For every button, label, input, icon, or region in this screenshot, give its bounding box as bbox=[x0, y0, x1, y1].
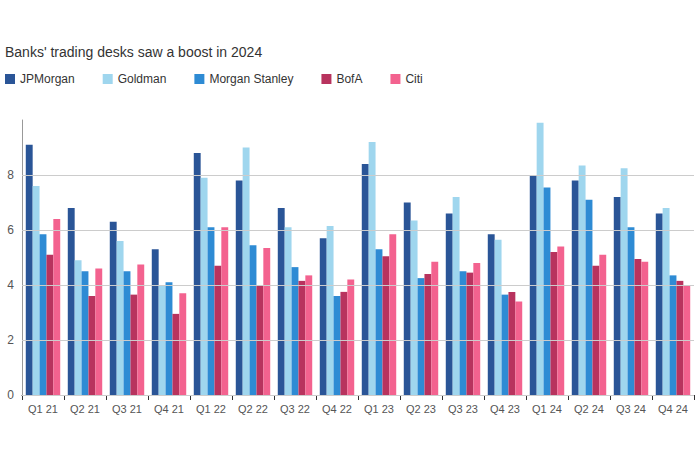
svg-text:Q2 23: Q2 23 bbox=[406, 403, 436, 415]
svg-text:Goldman: Goldman bbox=[118, 72, 167, 86]
svg-text:Q4 21: Q4 21 bbox=[154, 403, 184, 415]
svg-text:Q2 22: Q2 22 bbox=[238, 403, 268, 415]
svg-text:Q3 24: Q3 24 bbox=[616, 403, 646, 415]
svg-text:2: 2 bbox=[7, 333, 14, 347]
svg-text:Q4 24: Q4 24 bbox=[658, 403, 688, 415]
svg-text:Banks' trading desks saw a boo: Banks' trading desks saw a boost in 2024 bbox=[5, 44, 262, 60]
svg-text:Q1 21: Q1 21 bbox=[28, 403, 58, 415]
svg-text:Morgan Stanley: Morgan Stanley bbox=[209, 72, 293, 86]
svg-text:4: 4 bbox=[7, 278, 14, 292]
svg-text:Q1 24: Q1 24 bbox=[532, 403, 562, 415]
svg-text:Citi: Citi bbox=[405, 72, 422, 86]
svg-text:Q2 24: Q2 24 bbox=[574, 403, 604, 415]
svg-text:Q4 22: Q4 22 bbox=[322, 403, 352, 415]
svg-text:Q3 23: Q3 23 bbox=[448, 403, 478, 415]
svg-text:Q3 21: Q3 21 bbox=[112, 403, 142, 415]
svg-text:0: 0 bbox=[7, 388, 14, 402]
svg-text:JPMorgan: JPMorgan bbox=[20, 72, 75, 86]
svg-text:Q3 22: Q3 22 bbox=[280, 403, 310, 415]
svg-text:Q1 23: Q1 23 bbox=[364, 403, 394, 415]
svg-text:8: 8 bbox=[7, 168, 14, 182]
svg-text:Q2 21: Q2 21 bbox=[70, 403, 100, 415]
svg-text:BofA: BofA bbox=[336, 72, 362, 86]
svg-text:Q1 22: Q1 22 bbox=[196, 403, 226, 415]
svg-text:6: 6 bbox=[7, 223, 14, 237]
svg-text:Q4 23: Q4 23 bbox=[490, 403, 520, 415]
